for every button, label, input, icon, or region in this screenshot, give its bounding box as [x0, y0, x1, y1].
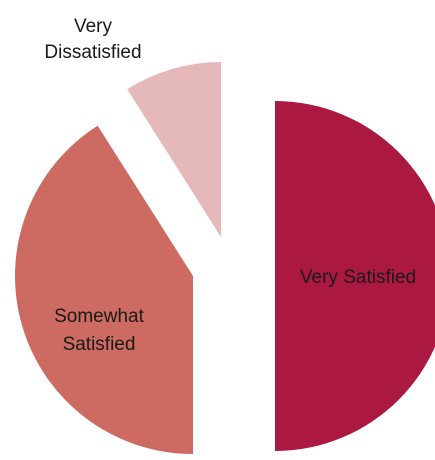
- slice-label-2: Very Dissatisfied: [44, 16, 141, 63]
- slice-label-line: Somewhat: [54, 306, 144, 327]
- slice-label-1: Somewhat Satisfied: [54, 306, 144, 355]
- slice-label-line: Satisfied: [63, 334, 136, 355]
- slice-label-line: Very Satisfied: [300, 267, 416, 288]
- slice-label-line: Very: [74, 16, 113, 37]
- pie-slice-1: [14, 125, 194, 455]
- pie-slice-0: [275, 101, 435, 451]
- pie-labels: Very Satisfied Somewhat Satisfied Very Dissa…: [44, 16, 416, 355]
- pie-slice-2: [127, 62, 221, 237]
- slice-label-0: Very Satisfied: [300, 267, 416, 288]
- slice-label-line: Dissatisfied: [44, 42, 141, 63]
- pie-slices: [14, 62, 435, 455]
